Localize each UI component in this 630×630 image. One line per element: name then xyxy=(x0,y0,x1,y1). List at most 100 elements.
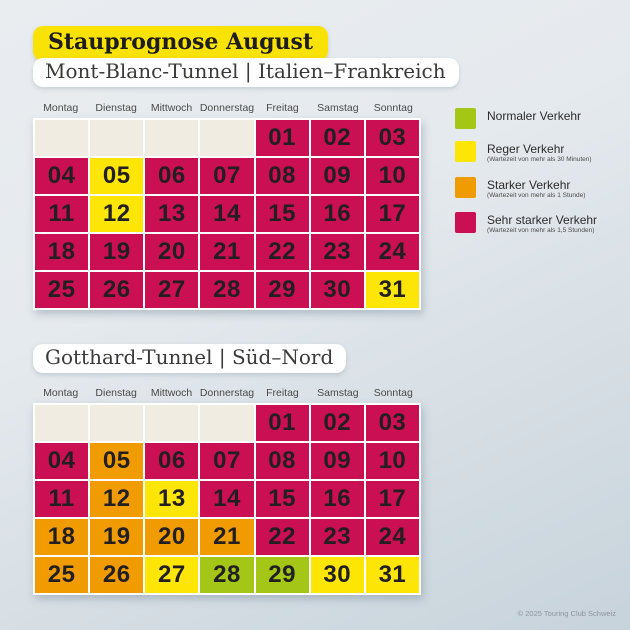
day-cell-08: 08 xyxy=(255,443,309,479)
calendar-grid-gotthard: 01 02 03 04 05 06 07 08 09 10 11 12 13 14 15 16 17 18 19 20… xyxy=(33,403,421,595)
legend-label: Starker Verkehr xyxy=(487,177,571,192)
day-cell-04: 04 xyxy=(35,158,89,194)
day-cell-06: 06 xyxy=(145,158,199,194)
day-cell-08: 08 xyxy=(255,158,309,194)
empty-cell xyxy=(145,405,199,441)
empty-cell xyxy=(145,120,199,156)
empty-cell xyxy=(200,120,254,156)
day-cell-16: 16 xyxy=(310,196,364,232)
legend-text: Normaler Verkehr xyxy=(487,108,581,123)
day-cell-14: 14 xyxy=(200,481,254,517)
empty-cell xyxy=(35,120,89,156)
legend-swatch-normal xyxy=(455,108,476,129)
day-cell-22: 22 xyxy=(255,234,309,270)
day-cell-23: 23 xyxy=(310,234,364,270)
calendar-subtitle-mont-blanc: Mont-Blanc-Tunnel | Italien–Frankreich xyxy=(33,58,459,87)
empty-cell xyxy=(90,405,144,441)
legend-label: Reger Verkehr xyxy=(487,142,565,156)
day-cell-13: 13 xyxy=(145,196,199,232)
day-cell-25: 25 xyxy=(35,272,89,308)
weekday-label: Freitag xyxy=(266,387,299,399)
weekday-label: Dienstag xyxy=(95,387,137,399)
weekday-label: Samstag xyxy=(317,102,359,114)
day-cell-03: 03 xyxy=(365,120,419,156)
day-cell-02: 02 xyxy=(310,120,364,156)
day-cell-19: 19 xyxy=(90,519,144,555)
day-cell-29: 29 xyxy=(255,557,309,593)
legend-text: Reger Verkehr (Wartezeit von mehr als 30 … xyxy=(487,141,592,165)
day-cell-30: 30 xyxy=(310,557,364,593)
day-cell-07: 07 xyxy=(200,158,254,194)
day-cell-04: 04 xyxy=(35,443,89,479)
day-cell-01: 01 xyxy=(255,405,309,441)
legend-sublabel: (Wartezeit von mehr als 30 Minuten) xyxy=(487,156,592,164)
weekday-label: Mittwoch xyxy=(150,387,193,399)
day-cell-31: 31 xyxy=(365,557,419,593)
day-cell-24: 24 xyxy=(365,234,419,270)
traffic-legend: Normaler Verkehr Reger Verkehr (Wartezeit … xyxy=(455,108,630,248)
legend-sublabel: (Wartezeit von mehr als 1 Stunde) xyxy=(487,191,586,199)
empty-cell xyxy=(90,120,144,156)
empty-cell xyxy=(200,405,254,441)
weekday-header-row: Montag Dienstag Mittwoch Donnerstag Freitag S… xyxy=(33,102,421,114)
day-cell-10: 10 xyxy=(365,158,419,194)
day-cell-14: 14 xyxy=(200,196,254,232)
day-cell-28: 28 xyxy=(200,557,254,593)
day-cell-05: 05 xyxy=(90,443,144,479)
weekday-label: Sonntag xyxy=(373,102,413,114)
weekday-label: Dienstag xyxy=(95,102,137,114)
day-cell-05: 05 xyxy=(90,158,144,194)
legend-swatch-stark xyxy=(455,176,476,198)
day-cell-15: 15 xyxy=(255,196,309,232)
day-cell-22: 22 xyxy=(255,519,309,555)
day-cell-11: 11 xyxy=(35,481,89,517)
weekday-label: Samstag xyxy=(317,387,359,399)
day-cell-18: 18 xyxy=(35,234,89,270)
legend-sublabel: (Wartezeit von mehr als 1,5 Stunden) xyxy=(487,227,595,235)
day-cell-13: 13 xyxy=(145,481,199,517)
day-cell-24: 24 xyxy=(365,519,419,555)
day-cell-26: 26 xyxy=(90,272,144,308)
day-cell-03: 03 xyxy=(365,405,419,441)
legend-text: Starker Verkehr (Wartezeit von mehr als 1… xyxy=(487,177,585,201)
day-cell-07: 07 xyxy=(200,443,254,479)
day-cell-20: 20 xyxy=(145,234,199,270)
day-cell-09: 09 xyxy=(310,443,364,479)
weekday-label: Mittwoch xyxy=(150,102,193,114)
day-cell-01: 01 xyxy=(255,120,309,156)
day-cell-17: 17 xyxy=(365,196,419,232)
day-cell-26: 26 xyxy=(90,557,144,593)
day-cell-21: 21 xyxy=(200,519,254,555)
day-cell-27: 27 xyxy=(145,272,199,308)
weekday-label: Freitag xyxy=(266,102,299,114)
legend-item-sehr: Sehr starker Verkehr (Wartezeit von mehr … xyxy=(455,212,630,236)
legend-text: Sehr starker Verkehr (Wartezeit von mehr … xyxy=(487,212,597,236)
calendar-subtitle-gotthard: Gotthard-Tunnel | Süd–Nord xyxy=(33,344,347,373)
day-cell-21: 21 xyxy=(200,234,254,270)
weekday-label: Donnerstag xyxy=(199,102,255,114)
day-cell-25: 25 xyxy=(35,557,89,593)
day-cell-09: 09 xyxy=(310,158,364,194)
weekday-header-row: Montag Dienstag Mittwoch Donnerstag Freitag S… xyxy=(33,387,421,399)
weekday-label: Montag xyxy=(43,387,79,399)
day-cell-29: 29 xyxy=(255,272,309,308)
legend-swatch-reger xyxy=(455,141,476,162)
legend-swatch-sehr xyxy=(455,212,476,234)
weekday-label: Montag xyxy=(43,102,79,114)
copyright-text: © 2025 Touring Club Schweiz xyxy=(517,609,616,618)
day-cell-23: 23 xyxy=(310,519,364,555)
day-cell-18: 18 xyxy=(35,519,89,555)
day-cell-02: 02 xyxy=(310,405,364,441)
legend-item-stark: Starker Verkehr (Wartezeit von mehr als 1… xyxy=(455,176,630,201)
day-cell-06: 06 xyxy=(145,443,199,479)
day-cell-19: 19 xyxy=(90,234,144,270)
day-cell-11: 11 xyxy=(35,196,89,232)
day-cell-31: 31 xyxy=(365,272,419,308)
calendar-grid-mont-blanc: 01 02 03 04 05 06 07 08 09 10 11 12 13 14 15 16 17 18 19 20… xyxy=(33,118,421,310)
legend-label: Sehr starker Verkehr xyxy=(487,213,598,228)
page-title: Stauprognose August xyxy=(33,26,329,61)
day-cell-15: 15 xyxy=(255,481,309,517)
day-cell-16: 16 xyxy=(310,481,364,517)
legend-item-reger: Reger Verkehr (Wartezeit von mehr als 30 … xyxy=(455,141,630,165)
day-cell-20: 20 xyxy=(145,519,199,555)
